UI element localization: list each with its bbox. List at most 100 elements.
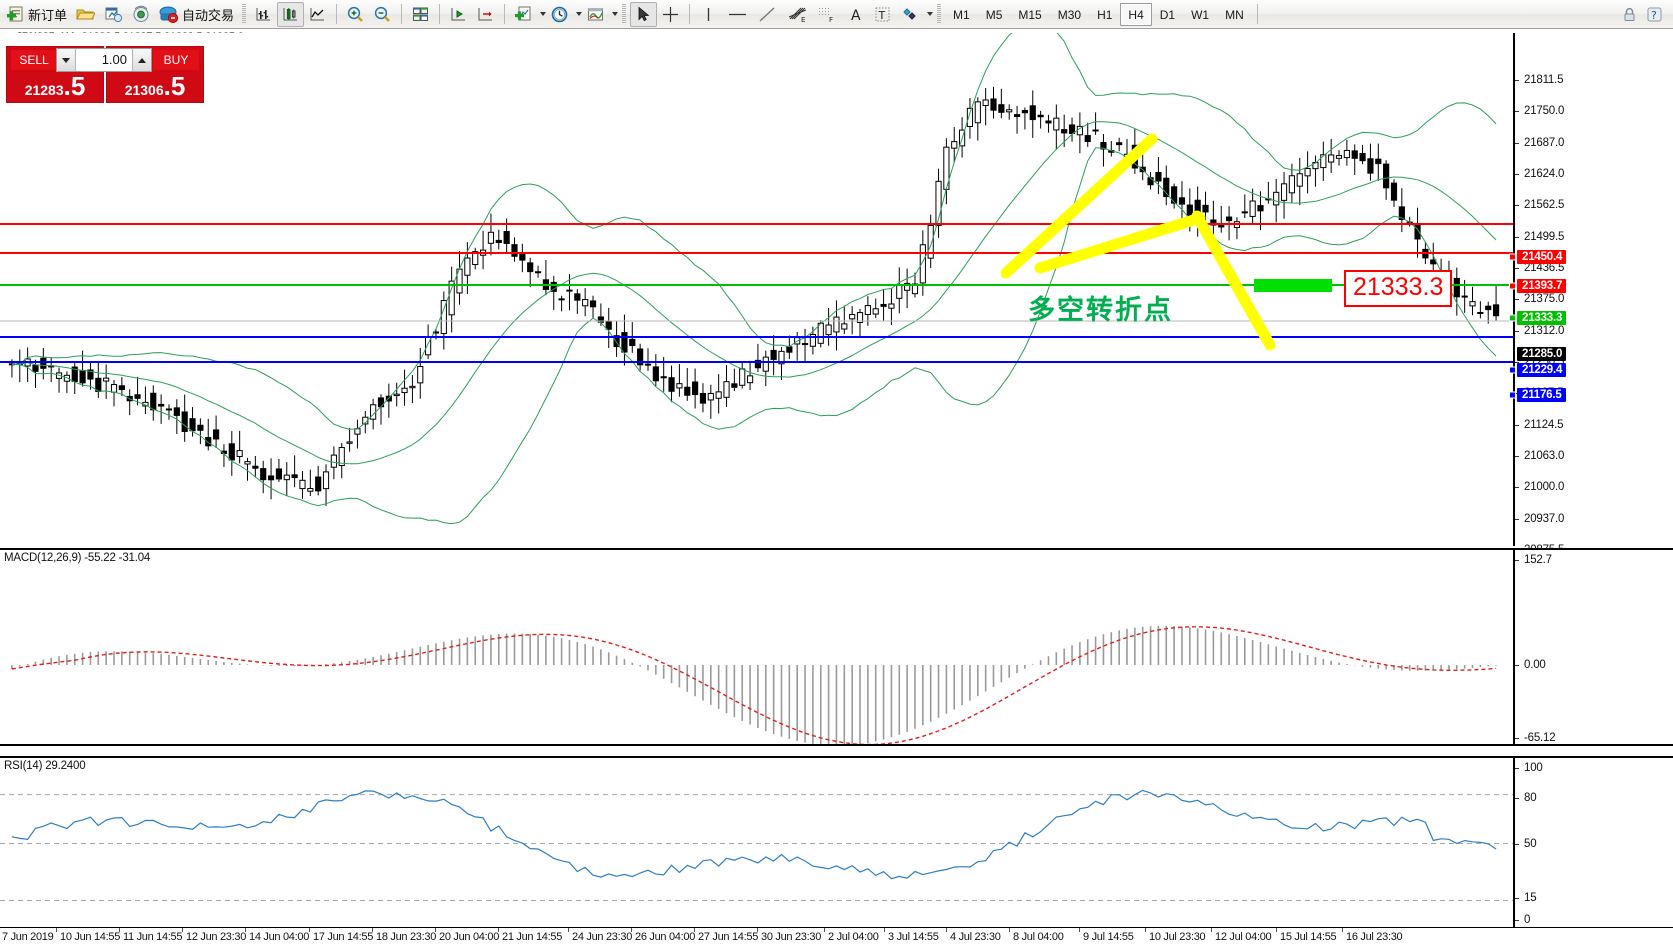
fibo-fan-icon: F (816, 5, 838, 24)
volume-increment-button[interactable] (132, 49, 151, 71)
price-tick-5: 21499.5 (1515, 231, 1564, 243)
price-level-handle-support-2[interactable] (1509, 391, 1516, 399)
horizontal-line-button[interactable] (722, 2, 753, 27)
navigator-icon (131, 5, 151, 24)
volume-decrement-button[interactable] (57, 49, 76, 71)
text-label-button[interactable]: T (869, 2, 896, 27)
rsi-label: RSI(14) 29.2400 (4, 760, 86, 772)
price-level-label-pivot[interactable]: 21333.3 (1517, 311, 1567, 325)
timeframe-m5[interactable]: M5 (985, 7, 1003, 22)
toolbar-grip[interactable] (242, 4, 247, 24)
new-order-icon (6, 5, 25, 24)
tile-windows-button[interactable] (407, 2, 434, 27)
toolbar-separator-3 (439, 4, 441, 24)
autotrading-button[interactable]: 自动交易 (155, 2, 238, 27)
macd-plot-area[interactable]: MACD(12,26,9) -55.22 -31.04 (0, 550, 1513, 744)
folder-button[interactable] (71, 2, 99, 27)
price-tick-6: 21436.5 (1515, 262, 1564, 274)
price-level-handle-resistance-1[interactable] (1509, 253, 1516, 261)
timeframe-m15[interactable]: M15 (1018, 7, 1042, 22)
new-chart-button[interactable] (510, 2, 537, 27)
trendline-button[interactable] (753, 2, 782, 27)
indicators-button[interactable] (582, 2, 609, 27)
crosshair-button[interactable] (657, 2, 684, 27)
new-order-button[interactable]: 新订单 (2, 2, 71, 27)
time-tick-1: 10 Jun 14:55 (55, 928, 121, 943)
time-tick-13: 2 Jul 04:00 (824, 928, 879, 943)
toolbar-separator-4 (504, 4, 506, 24)
text-label-icon: T (873, 5, 892, 24)
cursor-icon (634, 5, 653, 24)
zoom-out-icon (373, 5, 392, 24)
fibonacci-button[interactable]: E (782, 2, 812, 27)
objects-dropdown-caret[interactable] (927, 12, 934, 16)
price-tick-12: 21063.0 (1515, 450, 1564, 462)
price-level-handle-support-1[interactable] (1509, 366, 1516, 374)
toolbar-grip-3[interactable] (937, 4, 942, 24)
timeframe-mn[interactable]: MN (1225, 7, 1244, 22)
indicators-dropdown-caret[interactable] (612, 12, 619, 16)
cursor-button[interactable] (630, 1, 658, 27)
time-tick-10: 26 Jun 04:00 (630, 928, 696, 943)
rsi-tick-4: 0 (1515, 914, 1530, 926)
fibo-fan-button[interactable]: F (812, 2, 842, 27)
timeframe-m30[interactable]: M30 (1057, 7, 1082, 22)
autotrading-icon (159, 5, 179, 24)
time-tick-4: 14 Jun 04:00 (244, 928, 310, 943)
volume-value[interactable]: 1.00 (101, 52, 127, 67)
timeframe-m1[interactable]: M1 (953, 7, 970, 22)
autotrading-label: 自动交易 (182, 7, 235, 23)
chart-shift-button[interactable] (445, 2, 472, 27)
period-icon (550, 5, 569, 24)
timeframe-h4[interactable]: H4 (1120, 2, 1152, 26)
text-button[interactable]: A (842, 2, 869, 27)
time-tick-8: 21 Jun 14:55 (497, 928, 563, 943)
price-level-label-resistance-1[interactable]: 21450.4 (1517, 250, 1567, 264)
sell-button[interactable]: SELL (11, 50, 57, 70)
time-axis[interactable]: 7 Jun 2019 10 Jun 14:55 11 Jun 14:55 12 Jun… (0, 928, 1673, 950)
macd-axis[interactable]: 152.7 0.00 -65.12 (1513, 550, 1673, 744)
navigator-button[interactable] (127, 2, 155, 27)
price-level-label-current-price[interactable]: 21285.0 (1517, 347, 1567, 361)
lock-button[interactable] (1617, 2, 1642, 27)
text-icon: A (846, 5, 865, 24)
zoom-in-button[interactable] (342, 2, 369, 27)
zoom-out-button[interactable] (369, 2, 396, 27)
line-chart-button[interactable] (304, 2, 331, 27)
price-level-label-support-2[interactable]: 21176.5 (1517, 388, 1566, 402)
crosshair-icon (661, 5, 680, 24)
period-button[interactable] (546, 2, 573, 27)
price-level-handle-resistance-2[interactable] (1509, 282, 1516, 290)
data-window-button[interactable] (99, 2, 127, 27)
time-tick-3: 12 Jun 23:30 (181, 928, 247, 943)
sell-price-dec: .5 (63, 71, 86, 101)
vertical-line-button[interactable] (695, 2, 722, 27)
toolbar-grip-2[interactable] (622, 4, 627, 24)
volume-stepper[interactable]: 1.00 (56, 48, 152, 72)
price-tick-11: 21124.5 (1515, 419, 1564, 431)
svg-text:?: ? (1651, 9, 1657, 22)
timeframe-h1[interactable]: H1 (1097, 7, 1113, 22)
price-plot-area[interactable] (0, 33, 1513, 546)
help-button[interactable]: ? (1642, 2, 1667, 27)
price-level-handle-pivot[interactable] (1509, 314, 1516, 322)
price-level-label-resistance-2[interactable]: 21393.7 (1517, 279, 1567, 293)
objects-icon (900, 5, 920, 24)
buy-button[interactable]: BUY (153, 50, 199, 70)
price-tick-3: 21624.0 (1515, 168, 1564, 180)
price-axis[interactable]: 21811.5 21750.0 21687.0 21624.0 21562.5 21499… (1509, 33, 1673, 556)
auto-scroll-button[interactable] (472, 2, 499, 27)
timeframe-d1[interactable]: D1 (1159, 7, 1176, 22)
timeframe-w1[interactable]: W1 (1191, 7, 1210, 22)
new-chart-dropdown-caret[interactable] (540, 12, 547, 16)
price-level-label-support-1[interactable]: 21229.4 (1517, 363, 1567, 377)
candlestick-chart-button[interactable] (277, 1, 305, 27)
macd-tick-0: 152.7 (1515, 554, 1552, 566)
new-order-label: 新订单 (28, 7, 68, 23)
rsi-axis[interactable]: 100 80 50 15 0 (1513, 758, 1673, 927)
time-tick-9: 24 Jun 23:30 (567, 928, 633, 943)
rsi-plot-area[interactable]: RSI(14) 29.2400 (0, 758, 1513, 927)
objects-button[interactable] (896, 2, 924, 27)
period-dropdown-caret[interactable] (576, 12, 583, 16)
bar-chart-button[interactable] (250, 2, 277, 27)
